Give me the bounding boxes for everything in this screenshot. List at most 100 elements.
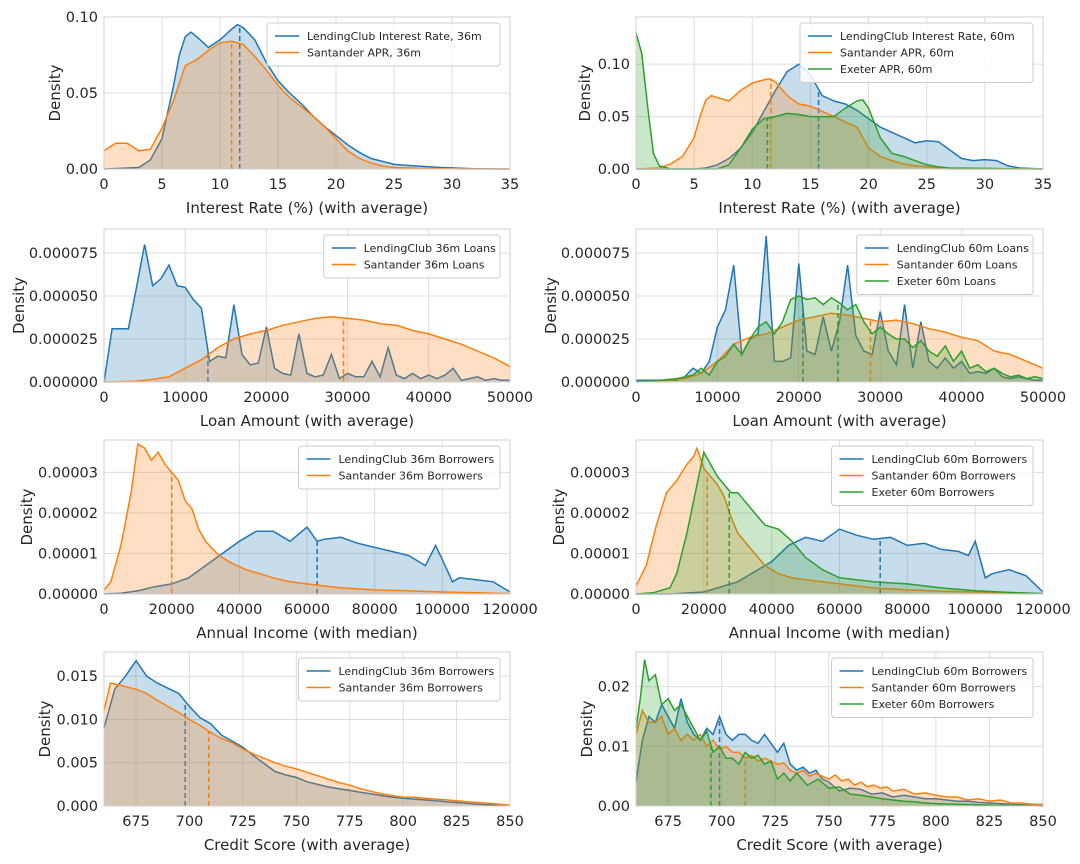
y-tick-label: 0.00003 [570, 465, 630, 481]
y-tick-label: 0.05 [598, 110, 630, 126]
x-tick-label: 20 [859, 177, 877, 193]
legend-entry: LendingClub 36m Borrowers [339, 665, 495, 678]
x-tick-label: 20000 [776, 390, 822, 406]
y-tick-label: 0.00 [598, 162, 630, 178]
y-axis-label: Density [10, 277, 28, 334]
y-axis-label: Density [578, 700, 596, 757]
y-tick-label: 0.000050 [29, 289, 98, 305]
x-axis-label: Interest Rate (%) (with average) [186, 199, 428, 217]
legend-entry: Santander 60m Borrowers [872, 470, 1017, 483]
legend-entry: Santander 36m Borrowers [339, 682, 484, 695]
y-tick-label: 0.015 [56, 669, 98, 685]
legend-entry: LendingClub Interest Rate, 60m [840, 30, 1015, 43]
x-tick-label: 60000 [284, 602, 330, 618]
plot-frame [635, 439, 1044, 595]
series-area-lendingclub [104, 660, 510, 806]
legend-box [298, 657, 501, 702]
series-line-santander [635, 708, 1043, 805]
x-axis-label: Annual Income (with median) [729, 624, 950, 642]
legend-entry: Santander 60m Borrowers [872, 682, 1017, 695]
series-area-santander [636, 448, 1043, 594]
x-tick-label: 20000 [681, 602, 727, 618]
series-area-lendingclub [104, 527, 510, 594]
x-tick-label: 0 [631, 390, 640, 406]
chart-panel-6: 0 20000 40000 60000 80000 100000 120000 0.00000… [550, 439, 1071, 642]
x-tick-label: 40000 [216, 602, 262, 618]
series-line-lendingclub [103, 526, 511, 595]
series-area-exeter [636, 659, 1043, 806]
x-tick-label: 0 [99, 177, 108, 193]
legend-entry: Exeter 60m Borrowers [872, 486, 995, 499]
chart-panel-2: 0 5 10 15 20 25 30 35 0.00 0.05 0.10 Interest Rate … [576, 16, 1052, 217]
x-tick-label: 775 [868, 814, 896, 830]
y-tick-label: 0.000050 [561, 289, 630, 305]
y-tick-label: 0.05 [66, 86, 98, 102]
legend-entry: Exeter 60m Borrowers [872, 698, 995, 711]
series-area-lendingclub [104, 24, 510, 169]
y-axis-label: Density [542, 277, 560, 334]
series-area-lendingclub [636, 529, 1043, 594]
series-area-lendingclub [104, 244, 510, 382]
x-tick-label: 800 [922, 814, 950, 830]
legend-entry: LendingClub 36m Loans [364, 242, 496, 255]
y-tick-label: 0.00001 [38, 546, 98, 562]
legend-box [831, 445, 1034, 506]
series-line-santander [103, 442, 511, 595]
x-tick-label: 80000 [884, 602, 930, 618]
series-line-lendingclub [636, 235, 1043, 382]
x-tick-label: 25 [917, 177, 935, 193]
x-tick-label: 100000 [415, 602, 470, 618]
legend: LendingClub Interest Rate, 36m Santander … [266, 22, 501, 67]
y-tick-label: 0.00002 [38, 506, 98, 522]
y-axis-label: Density [36, 700, 54, 757]
x-tick-label: 60000 [816, 602, 862, 618]
legend-entry: LendingClub 60m Loans [897, 242, 1029, 255]
x-axis-label: Loan Amount (with average) [732, 412, 946, 430]
series-area-santander [636, 313, 1043, 382]
x-tick-label: 10000 [162, 390, 208, 406]
x-tick-label: 750 [815, 814, 843, 830]
series-line-exeter [635, 450, 1044, 595]
chart-panel-1: 0 5 10 15 20 25 30 35 0.00 0.05 0.10 Interest Rate … [46, 10, 519, 217]
x-axis-label: Loan Amount (with average) [200, 412, 414, 430]
chart-panel-3: 0 10000 20000 30000 40000 50000 0.000000 0.0000… [10, 228, 533, 430]
x-tick-label: 700 [176, 814, 204, 830]
legend: LendingClub 36m Borrowers Santander 36m B… [298, 445, 501, 490]
series-line-exeter [635, 295, 1044, 383]
legend: LendingClub 60m Loans Santander 60m Loans… [856, 234, 1034, 295]
x-tick-label: 120000 [482, 602, 537, 618]
x-tick-label: 20000 [243, 390, 289, 406]
x-tick-label: 30000 [857, 390, 903, 406]
legend-entry: Santander APR, 60m [840, 47, 954, 60]
x-tick-label: 675 [654, 814, 682, 830]
series-area-lendingclub [636, 64, 1043, 169]
x-tick-label: 675 [122, 814, 150, 830]
plot-frame [103, 228, 511, 383]
legend-box [298, 445, 501, 490]
x-tick-label: 30000 [325, 390, 371, 406]
x-tick-label: 0 [99, 390, 108, 406]
series-area-santander [104, 444, 510, 594]
y-tick-label: 0.010 [56, 712, 98, 728]
plot-frame [103, 651, 511, 807]
x-tick-label: 0 [631, 177, 640, 193]
x-tick-label: 850 [1029, 814, 1057, 830]
y-tick-label: 0.000025 [29, 332, 98, 348]
x-tick-label: 850 [496, 814, 524, 830]
x-axis-label: Credit Score (with average) [204, 836, 410, 854]
y-tick-label: 0.10 [66, 10, 98, 26]
x-tick-label: 775 [336, 814, 364, 830]
series-area-lendingclub [636, 698, 1043, 806]
y-tick-label: 0.00003 [38, 465, 98, 481]
series-line-santander [635, 78, 1043, 170]
x-tick-label: 30 [976, 177, 994, 193]
legend-entry: LendingClub Interest Rate, 36m [307, 30, 482, 43]
y-tick-label: 0.00001 [570, 546, 630, 562]
y-tick-label: 0.00000 [38, 587, 98, 603]
x-tick-label: 50000 [487, 390, 533, 406]
x-tick-label: 35 [1034, 177, 1052, 193]
legend: LendingClub 36m Borrowers Santander 36m B… [298, 657, 501, 702]
legend: LendingClub 60m Borrowers Santander 60m B… [831, 445, 1034, 506]
chart-panel-5: 0 20000 40000 60000 80000 100000 120000 0.00000… [18, 439, 538, 642]
legend-entry: Exeter APR, 60m [840, 63, 933, 76]
